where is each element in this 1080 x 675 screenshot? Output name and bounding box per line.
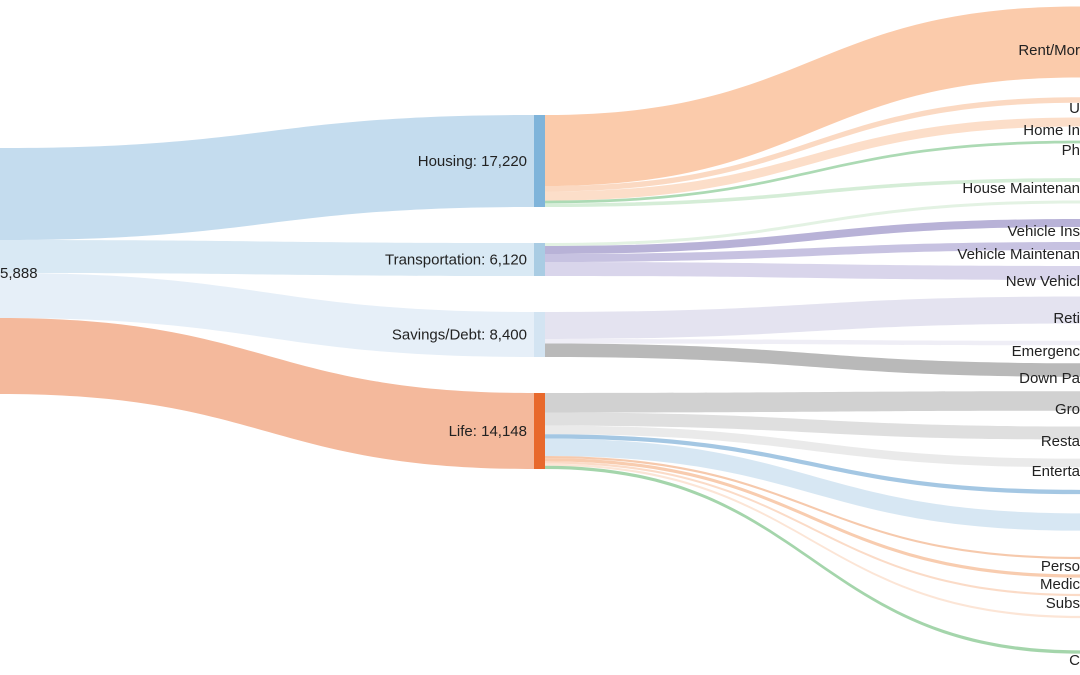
target-links (545, 6, 1080, 654)
target-label: New Vehicl (1006, 273, 1080, 290)
target-label: C (1069, 652, 1080, 669)
target-link-down-pa (545, 343, 1080, 377)
target-label: Medic (1040, 576, 1080, 593)
target-link-emergenc (545, 339, 1080, 346)
node-housing (534, 115, 545, 207)
target-link-ph (545, 140, 1080, 204)
target-link-house-maintenan (545, 178, 1080, 207)
target-link-gro (545, 391, 1080, 413)
target-label: House Maintenan (962, 180, 1080, 197)
target-link-resta (545, 412, 1080, 440)
target-label: Resta (1041, 433, 1080, 450)
target-link-unlabeled (545, 434, 1080, 495)
target-label: Home In (1023, 122, 1080, 139)
target-link-unlabeled (545, 463, 1080, 619)
source-links (0, 115, 534, 469)
target-label: Rent/Mor (1018, 42, 1080, 59)
target-link-enterta (545, 425, 1080, 468)
target-link-rent-mor (545, 6, 1080, 187)
source-link-housing (0, 115, 534, 240)
target-link-subs (545, 461, 1080, 597)
target-label: Down Pa (1019, 370, 1080, 387)
target-label: U (1069, 100, 1080, 117)
target-label: Reti (1053, 310, 1080, 327)
target-link-c (545, 465, 1080, 654)
target-label: Emergenc (1012, 343, 1080, 360)
target-link-vehicle-maintenan (545, 242, 1080, 262)
target-label: Gro (1055, 401, 1080, 418)
chart-labels: 5,888 Rent/Mor U Home In Ph House Maintenan V… (0, 42, 1080, 669)
category-nodes (534, 115, 545, 469)
target-link-reti (545, 296, 1080, 339)
source-link-life (0, 318, 534, 469)
target-label: Perso (1041, 558, 1080, 575)
target-link-perso (545, 455, 1080, 560)
node-transportation (534, 243, 545, 276)
target-link-home-in (545, 117, 1080, 201)
target-link-new-vehicl (545, 262, 1080, 280)
target-link-unlabeled (545, 438, 1080, 531)
target-link-medic (545, 458, 1080, 578)
target-label: Vehicle Ins (1007, 223, 1080, 240)
target-label: Vehicle Maintenan (957, 246, 1080, 263)
target-label: Ph (1062, 142, 1080, 159)
target-label: Subs (1046, 595, 1080, 612)
node-life (534, 393, 545, 469)
source-link-transportation (0, 240, 534, 276)
source-link-savings-debt (0, 273, 534, 357)
source-node-label: 5,888 (0, 265, 38, 282)
node-label-life: Life: 14,148 (449, 423, 527, 440)
node-label-savings-debt: Savings/Debt: 8,400 (392, 327, 527, 344)
target-link-unlabeled (545, 200, 1080, 246)
node-label-housing: Housing: 17,220 (418, 153, 527, 170)
target-label: Enterta (1032, 463, 1080, 480)
node-savings-debt (534, 312, 545, 357)
node-label-transportation: Transportation: 6,120 (385, 252, 527, 269)
target-link-u (545, 97, 1080, 192)
target-link-vehicle-ins (545, 219, 1080, 254)
